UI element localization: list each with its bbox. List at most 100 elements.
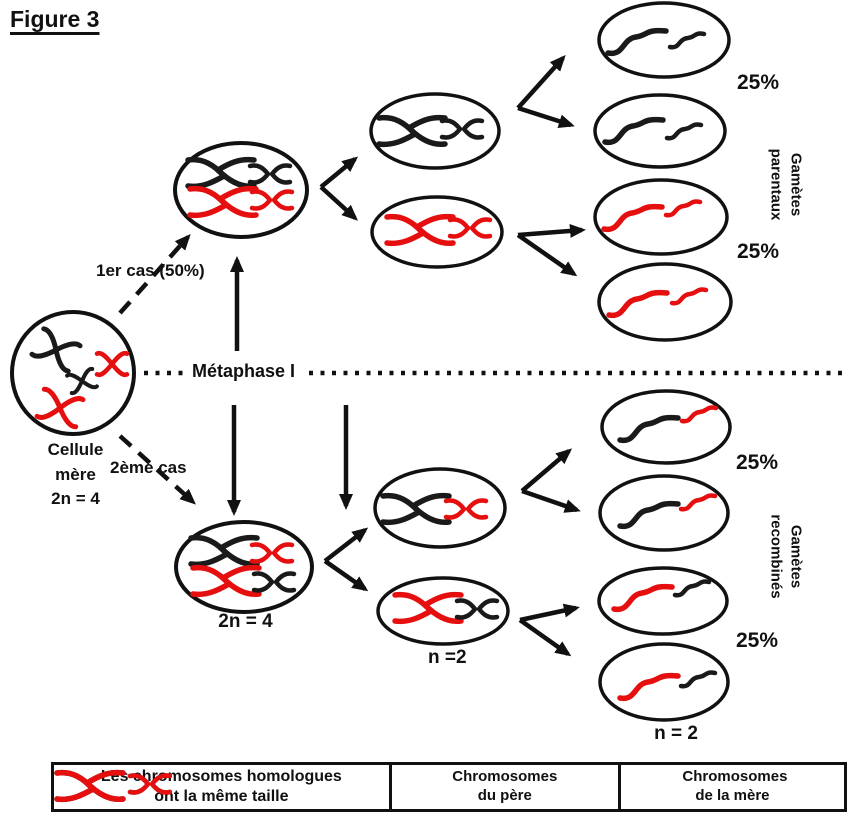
label-pct-recombined-top: 25% <box>736 451 779 474</box>
figure-title: Figure 3 <box>10 6 100 32</box>
chromosome-pair-small-black <box>442 121 482 138</box>
label-n2-bottom: n = 2 <box>654 723 698 744</box>
cell-outline <box>173 141 309 239</box>
arrow-to-gamete-3 <box>517 223 586 238</box>
arrow-to-gamete-4 <box>516 233 578 277</box>
legend-father-text: Chromosomes du père <box>452 768 558 804</box>
label-n2-mid: n =2 <box>428 647 467 668</box>
cell-case2-black-red <box>373 467 507 549</box>
chromatid-small-red <box>672 290 706 304</box>
chromatid-large-black <box>608 31 666 54</box>
legend-table: Les chromosomes homologues ont la même t… <box>51 762 847 812</box>
chromosome-pair-large-red <box>190 189 256 216</box>
chromosome-pair-small-red <box>130 776 170 793</box>
legend-cell-mother: Chromosomes de la mère <box>618 765 844 809</box>
chromosome-pair-large-red <box>57 773 123 800</box>
cell-outline <box>376 576 510 646</box>
gamete-parental-red-2 <box>597 262 733 342</box>
cell-case1-red <box>370 195 504 269</box>
arrow-to-gamete-7 <box>519 603 580 623</box>
x-chromosome-small-black <box>65 366 99 396</box>
gamete-recombined-2 <box>598 474 730 552</box>
legend-mother-text: Chromosomes de la mère <box>682 768 788 804</box>
arrow-case1-fork-up <box>319 156 359 189</box>
label-pct-parental-bottom: 25% <box>737 240 780 263</box>
x-chromosome-small-red <box>97 353 127 375</box>
chromosome-pair-small-red <box>446 501 486 518</box>
cell-outline <box>600 389 732 465</box>
label-gametes-recombined: Gamètes recombinés <box>768 514 805 599</box>
chromatid-large-black <box>620 418 678 441</box>
arrow-case2-fork-up <box>323 527 369 563</box>
chromatid-large-black <box>620 504 678 527</box>
chromatid-large-red <box>609 293 667 316</box>
arrow-to-gamete-1 <box>516 55 566 110</box>
label-case1: 1er cas (50%) <box>96 261 205 280</box>
gamete-parental-black-2 <box>593 93 727 169</box>
chromosome-pair-large-black <box>191 538 257 565</box>
chromosome-pair-small-black <box>254 574 294 591</box>
arrow-case2-fork-down <box>323 559 369 592</box>
x-chromosome-large-black <box>32 329 80 372</box>
cell-outline <box>373 467 507 549</box>
cell-outline <box>370 195 504 269</box>
cell-outline <box>174 520 314 614</box>
chromosome-pair-large-black <box>383 496 449 523</box>
label-mother-cell: Cellule mère 2n = 4 <box>47 440 104 509</box>
cell-outline <box>593 178 729 256</box>
chromatid-small-red <box>681 496 715 510</box>
gamete-parental-red-1 <box>593 178 729 256</box>
gamete-parental-black-1 <box>597 1 731 79</box>
metaphase-cell-case1 <box>173 141 309 239</box>
mother-chromosomes-icon <box>54 765 172 805</box>
cell-case1-black <box>369 92 501 170</box>
label-pct-recombined-bottom: 25% <box>736 629 779 652</box>
chromatid-small-black <box>670 34 704 48</box>
chromosome-pair-small-red <box>252 545 292 562</box>
chromosome-pair-small-black <box>250 166 290 183</box>
label-2n4-case2: 2n = 4 <box>218 611 273 632</box>
chromatid-small-black <box>667 125 701 139</box>
cell-case2-red-black <box>376 576 510 646</box>
chromosome-pair-large-black <box>379 118 445 145</box>
arrow-case2 <box>118 434 196 505</box>
chromatid-small-black <box>681 673 715 687</box>
chromosome-pair-large-red <box>387 217 453 244</box>
chromosome-pair-large-red <box>193 568 259 595</box>
arrow-to-gamete-5 <box>520 448 573 493</box>
chromatid-large-red <box>620 676 678 699</box>
chromatid-small-black <box>675 582 709 596</box>
arrow-case1 <box>118 234 191 315</box>
chromatid-small-red <box>666 202 700 216</box>
cell-outline <box>598 642 730 722</box>
chromatid-large-black <box>605 120 663 143</box>
arrow-to-gamete-8 <box>518 618 572 657</box>
chromosome-pair-large-red <box>395 595 461 622</box>
cell-outline <box>598 474 730 552</box>
chromatid-large-red <box>604 207 662 230</box>
gamete-recombined-3 <box>597 566 729 636</box>
label-metaphase-1: Métaphase I <box>192 361 296 381</box>
mother-cell <box>10 310 136 436</box>
label-case2: 2ème cas <box>110 458 187 477</box>
chromatid-small-red <box>682 408 716 422</box>
label-gametes-parental: Gamètes parentaux <box>768 148 805 221</box>
cell-outline <box>593 93 727 169</box>
metaphase-cell-case2 <box>174 520 314 614</box>
chromosome-pair-small-black <box>457 601 497 618</box>
gamete-recombined-4 <box>598 642 730 722</box>
cell-outline <box>597 566 729 636</box>
chromatid-large-red <box>614 587 672 610</box>
cell-outline <box>597 262 733 342</box>
chromosome-pair-large-black <box>188 160 254 187</box>
arrow-case1-fork-down <box>319 185 358 221</box>
x-chromosome-large-red <box>37 389 83 427</box>
chromosome-pair-small-red <box>450 220 490 237</box>
label-pct-parental-top: 25% <box>737 71 780 94</box>
cell-outline <box>597 1 731 79</box>
legend-cell-father: Chromosomes du père <box>389 765 618 809</box>
arrow-to-gamete-6 <box>521 488 581 513</box>
cell-outline <box>369 92 501 170</box>
mother-cell-outline <box>10 310 136 436</box>
